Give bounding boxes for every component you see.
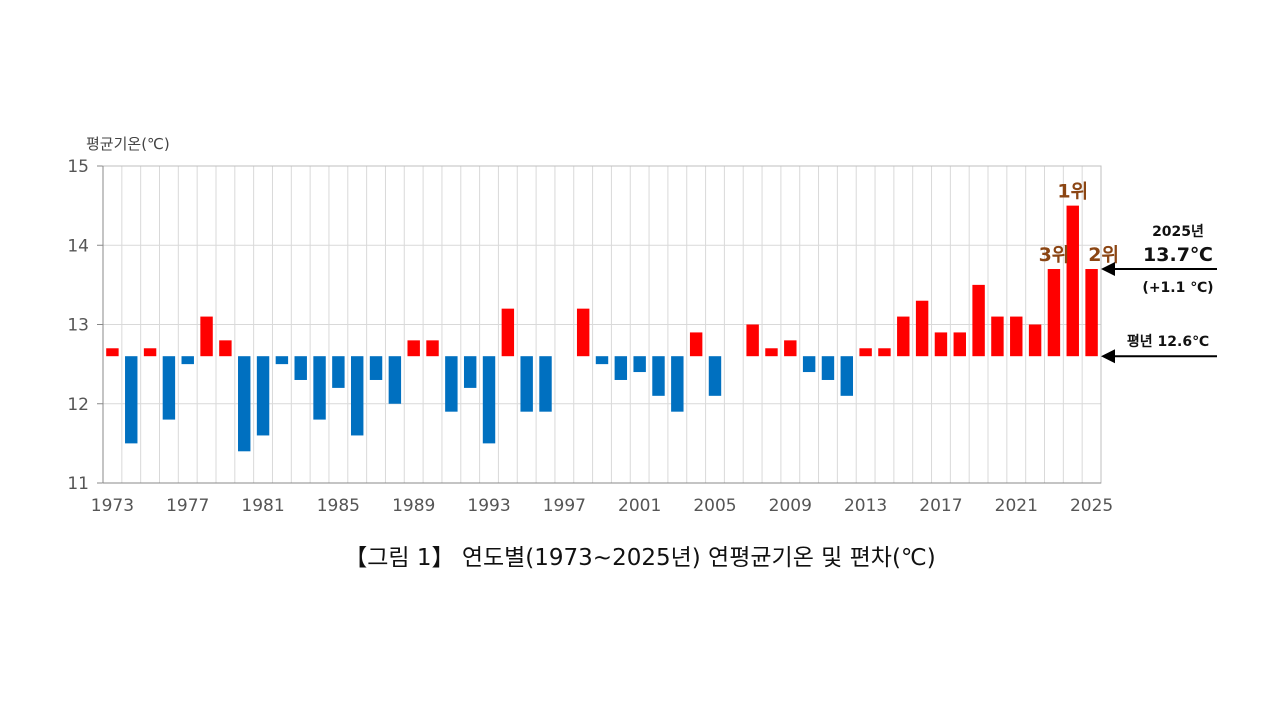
annotation-normal: 평년 12.6℃ [1127, 333, 1209, 350]
bar-2023 [1047, 269, 1061, 357]
bar-2021 [1010, 316, 1023, 357]
bar-2024 [1066, 205, 1079, 357]
bar-1980 [238, 356, 251, 452]
x-tick-label: 2021 [995, 496, 1038, 516]
bar-1984 [313, 356, 326, 420]
bar-2009 [784, 340, 797, 357]
bar-1995 [520, 356, 533, 412]
arrow-head-icon [1101, 262, 1115, 277]
bar-2020 [991, 316, 1004, 357]
bar-2003 [671, 356, 684, 412]
bar-1994 [501, 308, 515, 357]
x-tick-label: 1985 [317, 496, 360, 516]
annotation-anomaly: (+1.1 ℃) [1142, 280, 1213, 296]
y-tick-label: 13 [67, 316, 89, 336]
x-tick-label: 2013 [844, 496, 887, 516]
x-tick-label: 2025 [1070, 496, 1113, 516]
x-tick-label: 1993 [467, 496, 510, 516]
rank-label: 2위 [1088, 244, 1119, 266]
bar-1999 [595, 356, 609, 365]
bar-1991 [445, 356, 458, 412]
bar-1992 [463, 356, 477, 388]
bar-2017 [934, 332, 948, 357]
bar-2014 [878, 348, 891, 357]
bar-2019 [972, 284, 985, 357]
bar-1973 [106, 348, 119, 357]
bar-2011 [821, 356, 835, 380]
bar-1982 [275, 356, 289, 365]
x-tick-label: 1997 [543, 496, 586, 516]
y-tick-label: 11 [67, 474, 89, 494]
bar-2007 [746, 324, 759, 357]
bar-1988 [388, 356, 402, 404]
bar-2000 [614, 356, 628, 380]
bar-2001 [633, 356, 646, 373]
annotation-year: 2025년 [1152, 224, 1204, 240]
rank-label: 1위 [1057, 181, 1088, 203]
bar-1983 [294, 356, 307, 380]
bar-1985 [332, 356, 345, 388]
bar-1990 [426, 340, 439, 357]
x-tick-label: 2009 [769, 496, 812, 516]
bar-1974 [125, 356, 138, 444]
x-tick-label: 2005 [693, 496, 736, 516]
bar-1979 [219, 340, 232, 357]
arrow-head-icon [1101, 349, 1115, 364]
bar-1989 [407, 340, 420, 357]
bar-1993 [482, 356, 496, 444]
bar-1998 [576, 308, 590, 357]
x-tick-label: 1973 [91, 496, 134, 516]
y-tick-label: 14 [67, 236, 89, 256]
bar-1987 [369, 356, 383, 380]
bar-1978 [200, 316, 213, 357]
bar-1976 [162, 356, 176, 420]
bar-2016 [915, 300, 929, 357]
bar-2010 [802, 356, 816, 373]
bar-2015 [897, 316, 910, 357]
bar-2025 [1085, 269, 1098, 357]
bar-2002 [652, 356, 665, 396]
rank-label: 3위 [1039, 244, 1070, 266]
bar-1981 [256, 356, 270, 436]
bar-1986 [350, 356, 364, 436]
bar-1977 [181, 356, 194, 365]
y-tick-label: 15 [67, 157, 89, 177]
x-tick-label: 1981 [241, 496, 284, 516]
figure-caption: 【그림 1】 연도별(1973~2025년) 연평균기온 및 편차(℃) [344, 545, 936, 571]
bar-2013 [859, 348, 872, 357]
bar-1975 [143, 348, 157, 357]
bar-2005 [708, 356, 722, 396]
bar-2012 [840, 356, 854, 396]
bar-1996 [539, 356, 552, 412]
bar-2008 [765, 348, 778, 357]
y-tick-label: 12 [67, 395, 89, 415]
bar-2022 [1028, 324, 1042, 357]
x-tick-label: 2001 [618, 496, 661, 516]
bar-2018 [953, 332, 966, 357]
bar-2004 [689, 332, 703, 357]
x-tick-label: 1977 [166, 496, 209, 516]
x-tick-label: 1989 [392, 496, 435, 516]
annotation-value: 13.7℃ [1143, 244, 1213, 266]
y-axis-label: 평균기온(℃) [86, 135, 170, 153]
x-tick-label: 2017 [919, 496, 962, 516]
